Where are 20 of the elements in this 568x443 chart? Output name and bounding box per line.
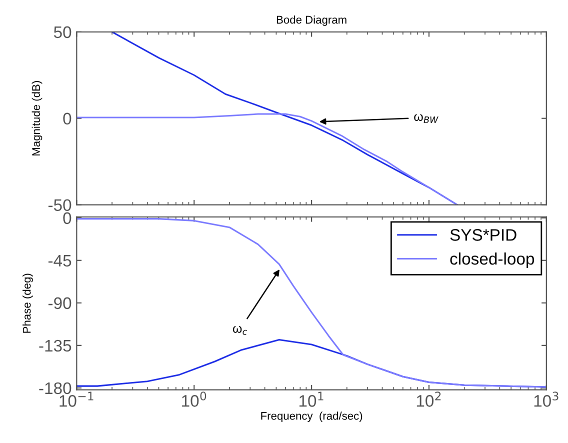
annotation: ω$_{BW}$ <box>414 114 438 123</box>
chart-title: Bode Diagram <box>276 16 346 26</box>
x-tick-label: 10$^{2}$ <box>416 392 441 407</box>
y-tick-label: 0 <box>63 212 72 224</box>
y-tick-label: 0 <box>63 112 72 125</box>
y-tick-label: 50 <box>54 26 72 38</box>
x-axis-title: Frequency (rad/sec) <box>261 412 362 422</box>
y-tick-label: -90 <box>48 297 72 310</box>
y-tick-label: -50 <box>48 199 72 212</box>
x-tick-label: 10$^{0}$ <box>182 392 206 407</box>
x-tick-label: 10$^{1}$ <box>299 392 324 407</box>
y-axis-title: Phase (deg) <box>22 274 33 333</box>
x-tick-label: 10$^{3}$ <box>534 392 558 407</box>
y-axis-title: Magnitude (dB) <box>32 81 42 156</box>
y-tick-label: -180 <box>39 382 72 394</box>
y-tick-label: -45 <box>48 254 72 267</box>
y-tick-label: -135 <box>39 340 72 352</box>
legend-label: closed-loop <box>450 252 534 268</box>
annotation: ω$_{c}$ <box>232 326 248 335</box>
legend-label: SYS*PID <box>450 229 516 241</box>
